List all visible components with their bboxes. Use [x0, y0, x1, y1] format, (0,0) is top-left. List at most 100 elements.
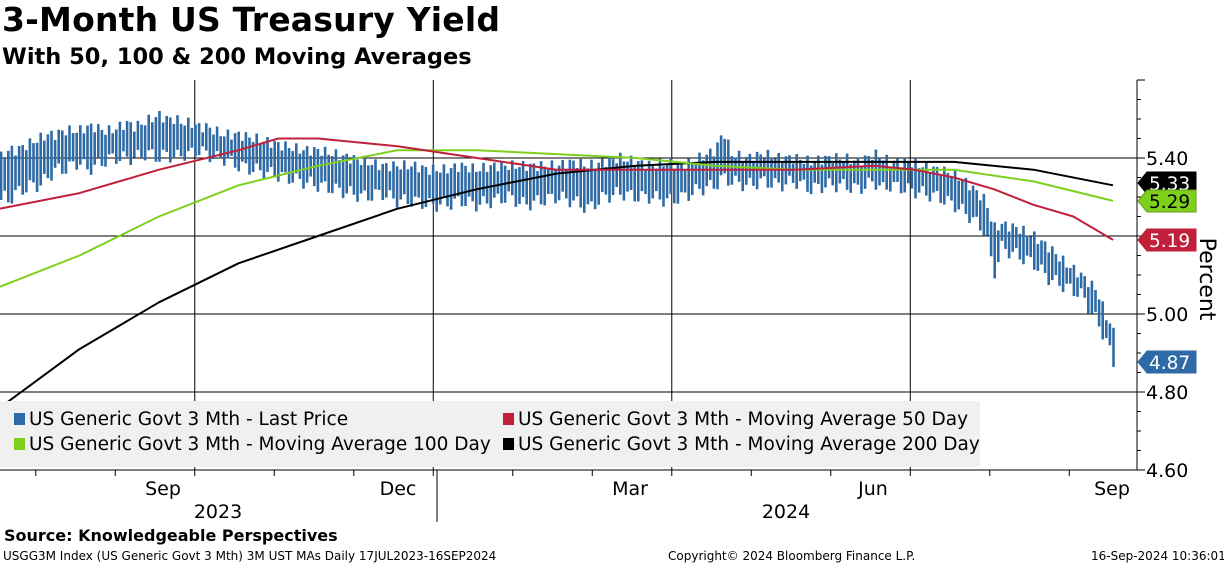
price-bar: [28, 138, 32, 181]
last-price-bars: [0, 111, 1115, 368]
price-bar: [1015, 227, 1018, 249]
price-bar: [53, 140, 57, 168]
price-bar: [413, 161, 417, 197]
price-bar: [665, 163, 669, 199]
price-bar: [158, 111, 161, 162]
price-bar: [640, 160, 644, 192]
price-bar: [1029, 236, 1032, 258]
year-label-2024: 2024: [762, 501, 810, 523]
price-bar: [496, 171, 500, 194]
price-bar: [75, 132, 78, 170]
price-bar: [1090, 280, 1094, 314]
price-bar: [1112, 327, 1115, 368]
price-bar: [989, 221, 993, 257]
price-bar: [1051, 246, 1054, 281]
price-bar: [871, 159, 874, 182]
price-bar: [208, 127, 212, 163]
price-bar: [824, 155, 827, 188]
price-bar: [89, 123, 93, 175]
price-bar: [795, 154, 798, 189]
price-bar: [615, 163, 618, 187]
price-bar: [309, 155, 312, 177]
source-note: Source: Knowledgeable Perspectives: [4, 526, 338, 545]
price-bar: [683, 170, 687, 193]
price-bar: [3, 157, 6, 191]
price-bar: [579, 158, 582, 208]
price-bar: [338, 160, 341, 188]
price-bar: [961, 180, 964, 204]
price-bar: [39, 132, 42, 186]
price-bar: [838, 159, 842, 184]
price-bar: [25, 150, 28, 193]
price-bar: [907, 162, 910, 184]
ma50-line: [0, 137, 1114, 241]
price-bar: [424, 166, 428, 208]
price-bar: [1022, 225, 1025, 265]
price-bar: [863, 155, 867, 189]
tag-ma100: [1137, 189, 1197, 213]
price-bar: [597, 162, 600, 205]
price-bar: [1076, 277, 1079, 297]
price-bar: [32, 143, 35, 183]
moving-average-lines: [0, 137, 1114, 409]
price-bar: [151, 122, 154, 150]
price-bar: [395, 166, 399, 208]
price-bar: [741, 161, 744, 192]
price-bar: [10, 145, 14, 204]
price-bar: [284, 141, 287, 173]
price-bar: [802, 163, 806, 180]
price-bar: [928, 172, 932, 202]
price-bar: [273, 141, 276, 178]
price-bar: [701, 160, 705, 196]
price-bar: [806, 155, 809, 192]
price-bar: [1043, 241, 1047, 273]
price-bar: [43, 140, 46, 174]
price-bar: [482, 162, 485, 197]
price-bar: [860, 165, 863, 194]
price-bar: [809, 165, 813, 195]
price-bar: [237, 131, 240, 172]
price-bar: [892, 160, 896, 183]
price-bar: [759, 154, 762, 179]
price-bar: [752, 161, 755, 186]
price-bar: [680, 163, 683, 193]
price-bar: [932, 166, 935, 193]
price-bar: [1025, 235, 1029, 256]
legend: US Generic Govt 3 Mth - Last Price US Gen…: [0, 401, 980, 467]
price-bar: [979, 200, 982, 231]
price-bar: [1069, 267, 1072, 284]
price-bar: [385, 163, 388, 198]
price-bar: [673, 168, 676, 204]
price-bar: [86, 125, 89, 170]
legend-label-ma100: US Generic Govt 3 Mth - Moving Average 1…: [29, 434, 491, 455]
price-bar: [475, 171, 478, 212]
price-bar: [1105, 320, 1108, 339]
price-bar: [460, 162, 464, 207]
price-bar: [277, 142, 280, 182]
price-bar: [525, 170, 528, 205]
price-bar: [287, 148, 291, 184]
price-bar: [604, 166, 608, 195]
price-bar: [590, 159, 593, 202]
footer-center: Copyright© 2024 Bloomberg Finance L.P.: [668, 549, 916, 563]
price-bar: [885, 154, 888, 190]
price-bar: [626, 161, 629, 192]
price-bar: [467, 172, 471, 197]
x-tick-label: Jun: [857, 478, 888, 500]
price-bar: [341, 155, 345, 199]
price-bar: [118, 121, 122, 162]
price-bar: [21, 145, 24, 195]
price-bar: [100, 129, 104, 166]
y-tick-label: 4.60: [1146, 460, 1188, 482]
price-bar: [241, 140, 244, 162]
legend-swatch-last_price: [14, 413, 25, 425]
price-bar: [1079, 272, 1083, 289]
price-bar: [917, 168, 921, 193]
price-bar: [507, 169, 510, 192]
price-bar: [493, 162, 496, 198]
price-bar: [853, 160, 856, 184]
price-bar: [255, 133, 258, 164]
price-bar: [939, 175, 942, 203]
price-bar: [687, 158, 690, 201]
